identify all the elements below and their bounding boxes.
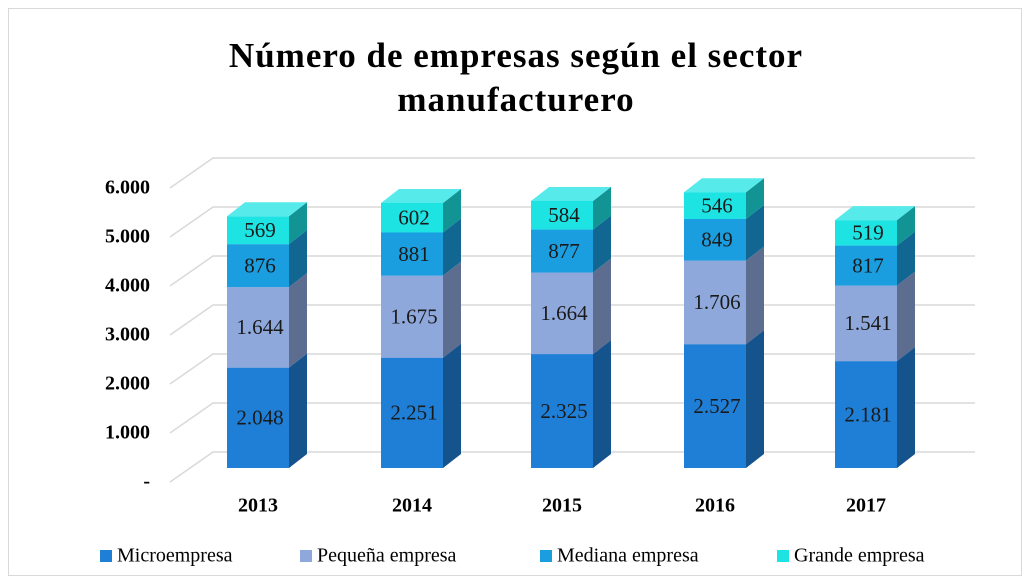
x-tick-label: 2017 [846, 495, 886, 517]
legend-label: Microempresa [117, 545, 233, 567]
bar-side [443, 261, 461, 358]
bar [381, 202, 443, 233]
bar-top [531, 186, 611, 201]
bar [684, 192, 746, 219]
data-label: 876 [244, 253, 276, 277]
bar [835, 245, 897, 286]
data-label: 1.706 [693, 290, 740, 314]
bar-side [443, 218, 461, 276]
bar [835, 220, 897, 246]
bar-top [684, 178, 764, 193]
chart-frame [8, 8, 1022, 576]
bar-side [593, 186, 611, 230]
legend-swatch [100, 550, 112, 562]
bar [684, 218, 746, 261]
x-tick-label: 2015 [542, 495, 582, 517]
bar [531, 354, 593, 468]
bar-side [746, 204, 764, 261]
bar-side [289, 353, 307, 468]
bar-top [381, 188, 461, 203]
data-label: 849 [701, 228, 733, 252]
y-tick-label: 5.000 [105, 226, 150, 248]
bar-side [289, 230, 307, 288]
data-label: 1.664 [540, 301, 588, 325]
data-label: 569 [244, 218, 276, 242]
bar [531, 272, 593, 355]
bar [381, 232, 443, 276]
y-tick-label: 2.000 [105, 373, 150, 395]
bar-side [897, 271, 915, 362]
data-label: 546 [701, 193, 733, 217]
grid-line [169, 157, 975, 189]
bar-side [897, 231, 915, 286]
legend-swatch [300, 550, 312, 562]
y-tick-label: - [143, 471, 150, 493]
data-label: 881 [398, 242, 430, 266]
bar [381, 357, 443, 468]
bar [227, 216, 289, 245]
bar [531, 200, 593, 230]
data-label: 1.675 [390, 304, 437, 328]
bar-side [593, 340, 611, 468]
bar-side [593, 258, 611, 355]
legend-label: Pequeña empresa [317, 545, 457, 567]
bar-top [227, 202, 307, 217]
bar-side [746, 246, 764, 345]
bar-side [593, 215, 611, 273]
legend-swatch [540, 550, 552, 562]
bar-side [897, 206, 915, 246]
bar-top [835, 206, 915, 221]
bar-side [746, 330, 764, 468]
bar [227, 367, 289, 468]
legend-swatch [777, 550, 789, 562]
y-tick-label: 4.000 [105, 275, 150, 297]
bar-side [443, 343, 461, 468]
data-label: 2.181 [844, 402, 891, 426]
bar [531, 229, 593, 273]
bar [227, 244, 289, 288]
data-label: 817 [852, 253, 884, 277]
y-tick-label: 6.000 [105, 177, 150, 199]
legend-label: Mediana empresa [557, 545, 699, 567]
data-label: 877 [548, 239, 580, 263]
bar-side [443, 188, 461, 233]
data-label: 519 [852, 221, 884, 245]
x-tick-label: 2016 [695, 495, 735, 517]
data-label: 602 [398, 206, 430, 230]
legend-label: Grande empresa [794, 545, 925, 567]
data-label: 2.251 [390, 401, 437, 425]
data-label: 1.644 [236, 315, 284, 339]
data-label: 1.541 [844, 311, 891, 335]
bar-side [746, 178, 764, 219]
bar [684, 260, 746, 345]
y-tick-label: 1.000 [105, 422, 150, 444]
bar [835, 285, 897, 362]
bar-side [289, 273, 307, 368]
data-label: 584 [548, 203, 580, 227]
data-label: 2.325 [540, 399, 587, 423]
bar-side [897, 347, 915, 468]
bar [684, 344, 746, 468]
bar [835, 361, 897, 468]
bar-side [289, 202, 307, 245]
x-tick-label: 2014 [392, 495, 432, 517]
y-tick-label: 3.000 [105, 324, 150, 346]
bar [227, 287, 289, 368]
bar [381, 275, 443, 358]
x-tick-label: 2013 [238, 495, 278, 517]
data-label: 2.527 [693, 394, 740, 418]
chart-title: Número de empresas según el sector manuf… [228, 36, 804, 119]
data-label: 2.048 [236, 406, 283, 430]
